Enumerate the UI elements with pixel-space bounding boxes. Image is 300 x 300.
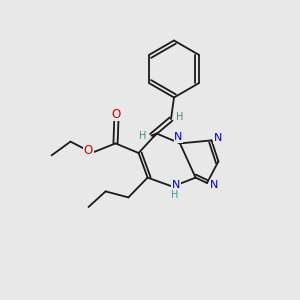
- Text: H: H: [140, 130, 147, 141]
- Text: N: N: [209, 180, 218, 190]
- Text: N: N: [172, 180, 180, 190]
- Text: H: H: [176, 112, 184, 122]
- Text: O: O: [112, 107, 121, 121]
- Text: N: N: [174, 132, 183, 142]
- Text: H: H: [171, 190, 178, 200]
- Text: O: O: [84, 144, 93, 158]
- Text: N: N: [214, 133, 222, 143]
